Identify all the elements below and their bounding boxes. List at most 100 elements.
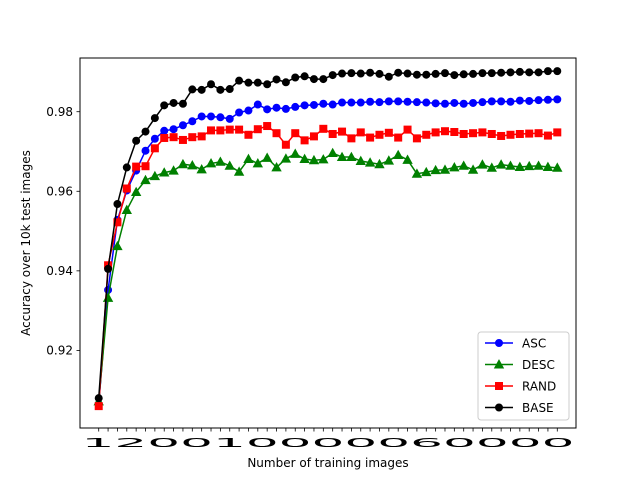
data-point-base bbox=[253, 78, 262, 87]
data-point-rand bbox=[478, 128, 487, 137]
data-point-asc bbox=[487, 97, 496, 106]
legend-label: ASC bbox=[522, 336, 546, 350]
data-point-base bbox=[450, 71, 459, 80]
data-point-rand bbox=[132, 162, 141, 171]
data-point-desc bbox=[542, 161, 554, 171]
data-point-desc bbox=[486, 162, 497, 172]
data-point-rand bbox=[366, 133, 375, 142]
data-point-desc bbox=[430, 164, 441, 175]
data-point-desc bbox=[233, 166, 245, 176]
series-rand bbox=[94, 122, 562, 411]
data-point-desc bbox=[112, 240, 123, 251]
data-point-desc bbox=[524, 160, 535, 171]
legend-frame bbox=[477, 331, 570, 421]
data-point-desc bbox=[458, 160, 469, 170]
x-tick-labels: 120010000060000 bbox=[82, 436, 575, 450]
data-point-asc bbox=[506, 97, 515, 106]
data-point-desc bbox=[477, 159, 488, 169]
data-point-base bbox=[497, 68, 506, 77]
data-point-desc bbox=[449, 162, 460, 172]
data-point-rand bbox=[244, 130, 253, 139]
data-point-desc bbox=[177, 158, 189, 169]
data-point-asc bbox=[543, 95, 552, 104]
data-point-desc bbox=[149, 170, 161, 181]
data-point-base bbox=[487, 69, 496, 78]
data-point-asc bbox=[319, 99, 328, 108]
data-point-desc bbox=[130, 186, 142, 197]
data-point-desc bbox=[383, 155, 395, 165]
data-point-rand bbox=[197, 132, 206, 141]
data-point-asc bbox=[207, 112, 216, 121]
data-point-asc bbox=[309, 100, 318, 109]
data-point-asc bbox=[394, 97, 403, 106]
data-point-asc bbox=[497, 97, 506, 106]
data-point-desc bbox=[421, 166, 432, 177]
data-point-asc bbox=[253, 100, 262, 109]
data-point-asc bbox=[459, 99, 468, 108]
data-point-asc bbox=[534, 96, 543, 105]
data-point-asc bbox=[403, 97, 412, 106]
data-point-rand bbox=[178, 135, 187, 144]
data-point-desc bbox=[327, 147, 338, 158]
data-point-base bbox=[122, 163, 131, 172]
data-point-base bbox=[431, 69, 440, 78]
data-point-asc bbox=[141, 146, 150, 155]
data-point-rand bbox=[216, 126, 225, 135]
data-point-desc bbox=[505, 160, 516, 170]
legend-marker bbox=[495, 403, 503, 412]
data-point-base bbox=[328, 71, 337, 80]
data-point-base bbox=[300, 72, 309, 81]
data-point-rand bbox=[169, 133, 178, 142]
data-point-rand bbox=[150, 144, 159, 153]
data-point-base bbox=[225, 85, 234, 94]
data-point-base bbox=[403, 69, 412, 78]
data-point-rand bbox=[469, 129, 478, 138]
data-point-base bbox=[94, 394, 103, 403]
data-point-asc bbox=[178, 121, 187, 130]
legend-marker bbox=[495, 382, 503, 390]
data-point-base bbox=[515, 67, 524, 76]
data-point-desc bbox=[261, 152, 273, 162]
x-axis: 120010000060000 bbox=[82, 428, 575, 450]
data-point-base bbox=[132, 136, 141, 145]
data-point-asc bbox=[272, 103, 281, 112]
data-point-rand bbox=[431, 128, 440, 137]
data-point-desc bbox=[205, 158, 217, 168]
data-point-base bbox=[291, 73, 300, 82]
data-point-desc bbox=[402, 154, 413, 164]
data-point-asc bbox=[478, 98, 487, 107]
data-point-desc bbox=[355, 155, 366, 166]
data-point-base bbox=[113, 200, 122, 209]
data-point-rand bbox=[263, 122, 272, 131]
data-point-asc bbox=[553, 95, 562, 104]
data-point-base bbox=[384, 72, 393, 81]
data-point-desc bbox=[514, 161, 526, 171]
data-point-rand bbox=[188, 133, 197, 142]
data-point-asc bbox=[450, 98, 459, 107]
data-point-rand bbox=[506, 130, 515, 139]
data-point-base bbox=[459, 70, 468, 79]
data-point-asc bbox=[263, 105, 272, 114]
data-point-rand bbox=[440, 127, 449, 136]
data-point-asc bbox=[281, 104, 290, 113]
data-point-asc bbox=[347, 98, 356, 107]
data-point-base bbox=[141, 127, 150, 136]
data-point-base bbox=[188, 85, 197, 94]
data-point-rand bbox=[394, 133, 403, 142]
data-point-base bbox=[478, 69, 487, 78]
data-point-base bbox=[244, 78, 253, 87]
data-point-base bbox=[422, 70, 431, 79]
data-point-desc bbox=[168, 165, 179, 175]
data-point-asc bbox=[515, 96, 524, 105]
data-point-asc bbox=[235, 108, 244, 117]
data-point-rand bbox=[94, 402, 103, 411]
data-point-asc bbox=[169, 125, 178, 134]
data-point-base bbox=[169, 98, 178, 107]
data-point-desc bbox=[196, 164, 207, 174]
data-point-desc bbox=[187, 160, 198, 170]
data-point-asc bbox=[440, 99, 449, 108]
data-point-rand bbox=[272, 129, 281, 138]
data-point-rand bbox=[515, 129, 524, 138]
data-point-asc bbox=[216, 113, 225, 122]
